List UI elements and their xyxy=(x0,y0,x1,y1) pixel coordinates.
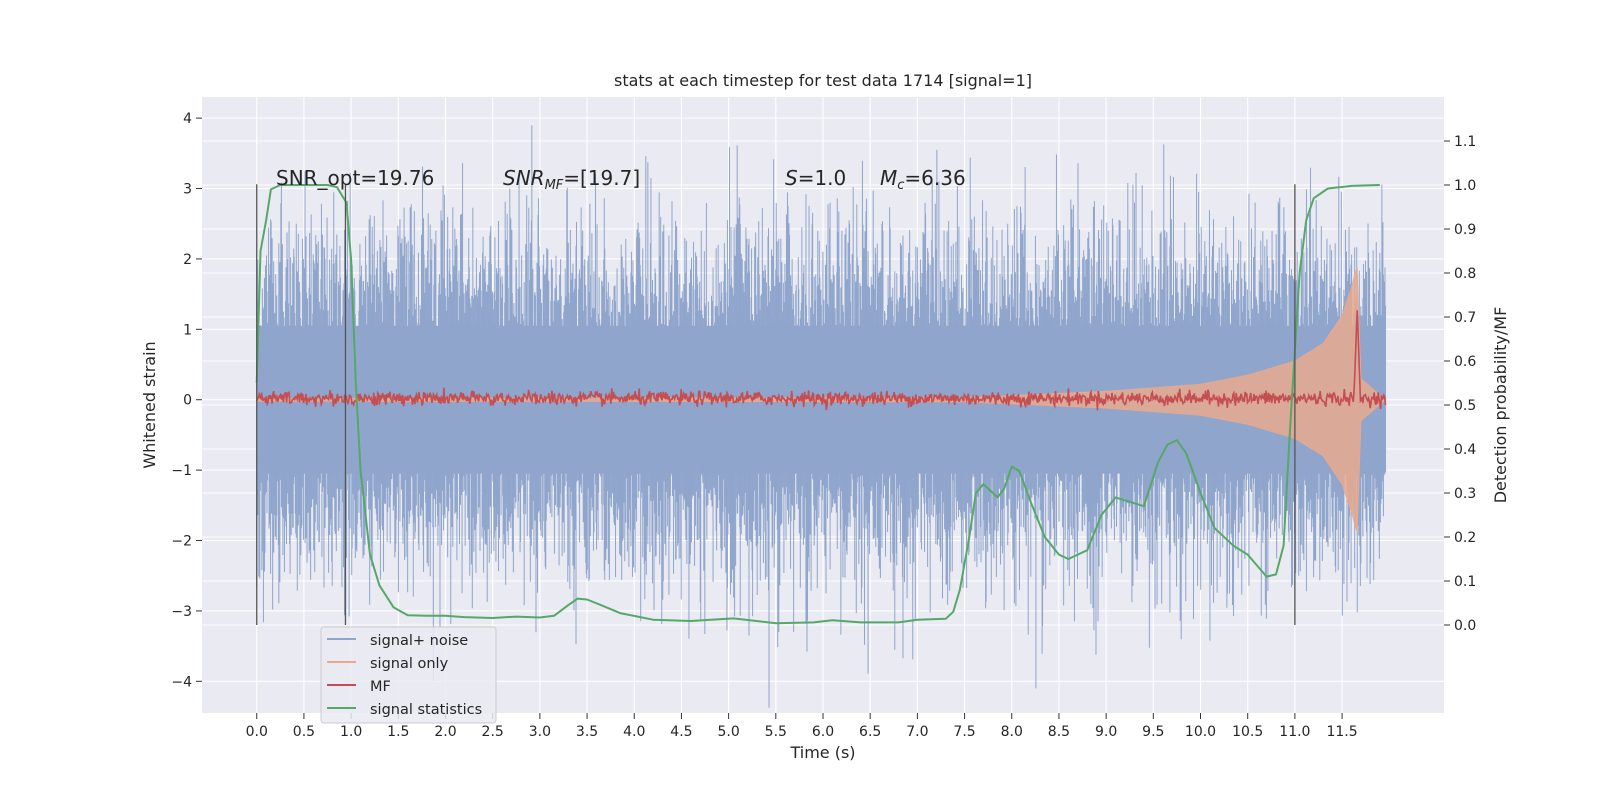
y-left-tick-label: −4 xyxy=(171,674,192,690)
x-tick-label: 2.5 xyxy=(482,724,504,740)
vertical-markers xyxy=(256,184,1296,625)
legend-label-signal-statistics: signal statistics xyxy=(370,702,482,718)
y-right-tick-label: 0.3 xyxy=(1454,486,1476,502)
x-tick-label: 11.0 xyxy=(1279,724,1310,740)
x-tick-label: 9.5 xyxy=(1142,724,1164,740)
legend-label-signal-noise: signal+ noise xyxy=(370,633,468,649)
y-right-tick-label: 0.9 xyxy=(1454,222,1476,238)
signal-statistics-line xyxy=(255,184,1380,625)
y-right-tick-label: 0.8 xyxy=(1454,266,1476,282)
y-right-tick-label: 1.1 xyxy=(1454,134,1476,150)
x-axis-label: Time (s) xyxy=(789,743,855,762)
y-left-tick-label: 1 xyxy=(183,322,192,338)
chart-title: stats at each timestep for test data 171… xyxy=(614,71,1032,90)
x-tick-label: 3.5 xyxy=(576,724,598,740)
annotation-snr-opt: SNR_opt=19.76 xyxy=(276,166,434,190)
x-tick-label: 7.5 xyxy=(953,724,975,740)
y-right-tick-label: 1.0 xyxy=(1454,178,1476,194)
s-value: =1.0 xyxy=(798,166,847,190)
y-right-tick-label: 0.5 xyxy=(1454,398,1476,414)
y-left-tick-label: 3 xyxy=(183,182,192,198)
y-left-tick-label: 4 xyxy=(183,111,192,127)
x-tick-label: 9.0 xyxy=(1095,724,1117,740)
y-left-tick-label: −1 xyxy=(171,463,192,479)
y-axis-label-right: Detection probability/MF xyxy=(1491,307,1510,504)
y-left-tick-label: −3 xyxy=(171,604,192,620)
snr-mf-subscript: MF xyxy=(545,178,564,193)
x-tick-label: 1.0 xyxy=(340,724,362,740)
s-symbol: S xyxy=(785,166,798,190)
snr-mf-value: =[19.7] xyxy=(563,166,640,190)
y-axis-label-left: Whitened strain xyxy=(140,341,159,468)
snr-mf-symbol: SNR xyxy=(503,166,545,190)
x-tick-label: 4.0 xyxy=(623,724,645,740)
x-tick-label: 2.0 xyxy=(434,724,456,740)
y-right-tick-label: 0.4 xyxy=(1454,442,1476,458)
x-tick-label: 0.5 xyxy=(293,724,315,740)
y-left-tick-label: 2 xyxy=(183,252,192,268)
legend-label-signal-only: signal only xyxy=(370,656,449,672)
mc-symbol: M xyxy=(880,166,897,190)
x-tick-label: 10.0 xyxy=(1185,724,1216,740)
legend-label-mf: MF xyxy=(370,679,391,695)
mf-line xyxy=(255,310,1387,411)
legend: signal+ noise signal only MF signal stat… xyxy=(320,626,497,724)
x-tick-label: 0.0 xyxy=(246,724,268,740)
annotations: SNR_opt=19.76 SNRMF=[19.7] S=1.0 Mc=6.36 xyxy=(276,166,966,193)
y-right-tick-label: 0.2 xyxy=(1454,530,1476,546)
x-tick-label: 3.0 xyxy=(529,724,551,740)
x-tick-label: 5.5 xyxy=(765,724,787,740)
mc-value: =6.36 xyxy=(904,166,965,190)
legend-box xyxy=(320,626,497,724)
annotation-s: S=1.0 xyxy=(785,166,846,190)
x-tick-label: 6.0 xyxy=(812,724,834,740)
x-tick-label: 4.5 xyxy=(670,724,692,740)
x-tick-label: 6.5 xyxy=(859,724,881,740)
y-right-tick-label: 0.6 xyxy=(1454,354,1476,370)
mc-subscript: c xyxy=(897,178,904,193)
x-tick-label: 1.5 xyxy=(387,724,409,740)
y-left-tick-label: 0 xyxy=(183,393,192,409)
x-tick-label: 11.5 xyxy=(1326,724,1357,740)
x-tick-label: 7.0 xyxy=(906,724,928,740)
y-right-tick-label: 0.1 xyxy=(1454,574,1476,590)
annotation-mc: Mc=6.36 xyxy=(880,166,966,193)
x-tick-label: 8.0 xyxy=(1001,724,1023,740)
x-tick-label: 10.5 xyxy=(1232,724,1263,740)
x-tick-label: 8.5 xyxy=(1048,724,1070,740)
data-layer xyxy=(255,125,1387,708)
x-tick-label: 5.0 xyxy=(717,724,739,740)
y-right-tick-label: 0.7 xyxy=(1454,310,1476,326)
y-right-tick-label: 0.0 xyxy=(1454,618,1476,634)
annotation-snr-mf: SNRMF=[19.7] xyxy=(503,166,640,193)
y-left-tick-label: −2 xyxy=(171,534,192,550)
axes: 0.0 0.5 1.0 1.5 2.0 2.5 3.0 3.5 4.0 4.5 5.0 5.5 6.0 6… xyxy=(171,111,1476,740)
